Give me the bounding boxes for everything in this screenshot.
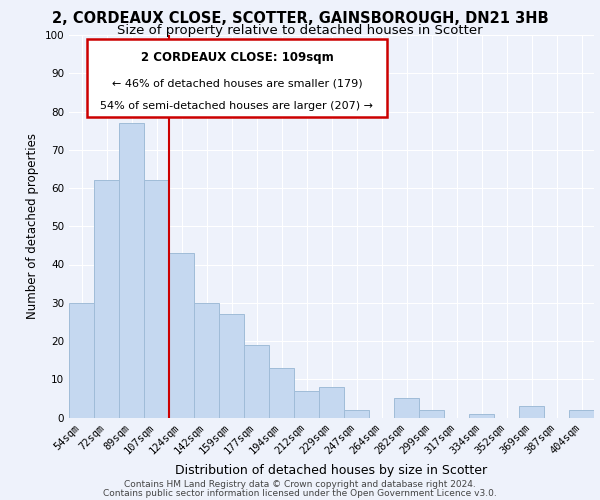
Bar [394,398,419,417]
Text: Size of property relative to detached houses in Scotter: Size of property relative to detached ho… [117,24,483,37]
Bar [344,410,369,418]
Bar [269,368,294,418]
Bar [294,390,319,417]
Bar [244,345,269,418]
Text: Contains HM Land Registry data © Crown copyright and database right 2024.: Contains HM Land Registry data © Crown c… [124,480,476,489]
Text: Contains public sector information licensed under the Open Government Licence v3: Contains public sector information licen… [103,488,497,498]
Text: 2, CORDEAUX CLOSE, SCOTTER, GAINSBOROUGH, DN21 3HB: 2, CORDEAUX CLOSE, SCOTTER, GAINSBOROUGH… [52,11,548,26]
Bar [569,410,594,418]
X-axis label: Distribution of detached houses by size in Scotter: Distribution of detached houses by size … [175,464,488,477]
Bar [69,302,94,418]
Text: 54% of semi-detached houses are larger (207) →: 54% of semi-detached houses are larger (… [101,102,373,112]
Bar [144,180,169,418]
Bar [219,314,244,418]
Y-axis label: Number of detached properties: Number of detached properties [26,133,39,320]
Bar [119,123,144,418]
Text: 2 CORDEAUX CLOSE: 109sqm: 2 CORDEAUX CLOSE: 109sqm [140,50,334,64]
Bar [519,406,544,417]
Text: ← 46% of detached houses are smaller (179): ← 46% of detached houses are smaller (17… [112,79,362,89]
Bar [319,387,344,418]
FancyBboxPatch shape [88,39,386,117]
Bar [94,180,119,418]
Bar [469,414,494,418]
Bar [419,410,444,418]
Bar [169,253,194,418]
Bar [194,302,219,418]
